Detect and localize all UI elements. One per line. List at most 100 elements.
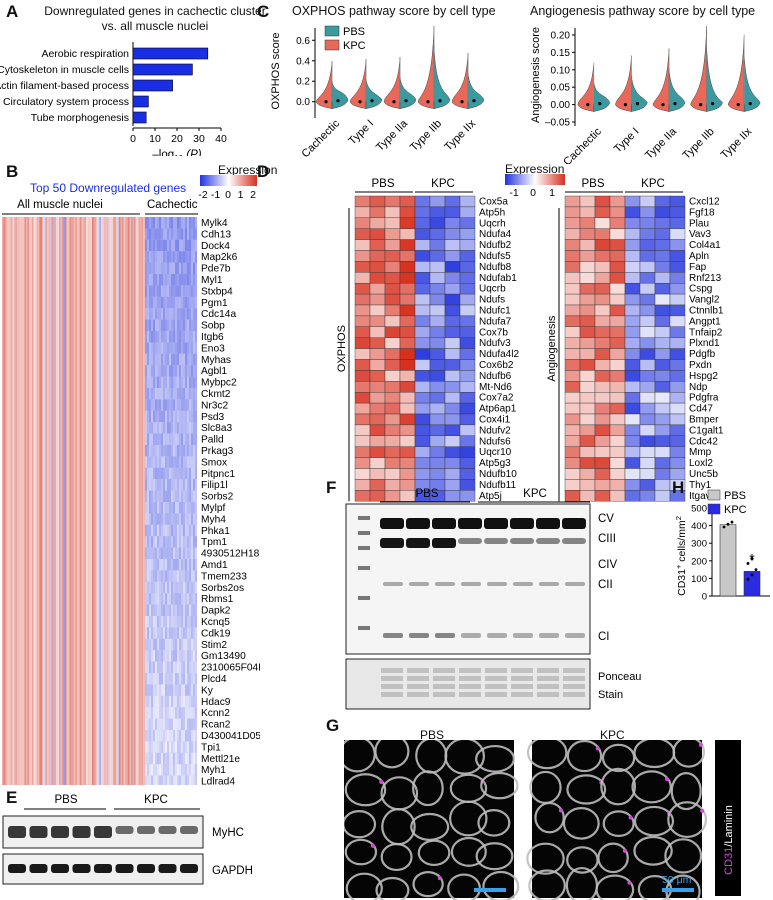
panel-b-heatmap-cell [169,775,171,785]
panel-b-gene-label: Cdh13 [201,229,231,240]
panel-b-heatmap-cell [149,296,151,309]
panel-b-heatmap-cell [151,604,153,616]
panel-b-heatmap-cell [165,684,167,696]
panel-b-heatmap-cell [183,376,185,388]
panel-b-heatmap-cell [179,456,181,468]
panel-b-heatmap-cell [187,251,189,263]
panel-d-oxphos-cell [444,381,461,393]
panel-b-heatmap-cell [181,524,183,537]
panel-b-heatmap-cell [183,433,185,445]
panel-d-oxphos-cell [399,217,416,229]
panel-c-right-median-pbs [598,101,602,106]
panel-b-heatmap-cell [169,764,171,776]
panel-b-heatmap-cell [161,228,163,240]
panel-b-heatmap-cell [169,251,171,263]
panel-b-heatmap-cell [157,262,159,274]
panel-b-heatmap-cell [149,627,151,639]
panel-b-heatmap-cell [165,627,167,639]
panel-b-heatmap-cell [145,627,147,639]
panel-b-heatmap-cell [159,274,161,286]
panel-d-oxphos-cell [384,261,401,273]
panel-c-left-median-pbs [370,99,374,103]
panel-d-oxphos-gene-label: Ndufb10 [479,469,517,480]
panel-b-heatmap-cell [159,524,161,537]
panel-b-heatmap-cell [183,502,185,514]
panel-d-angio-cell [639,446,656,458]
panel-d-angio-gene-label: Cd47 [689,404,713,415]
panel-d-angio-cell [669,337,686,349]
panel-d-oxphos-cell [384,468,401,480]
panel-b-heatmap-cell [181,513,183,525]
panel-h-tick-label: 300 [691,539,707,550]
panel-d-angio-cell [669,402,686,415]
panel-b-heatmap-cell [161,274,163,286]
panel-b-heatmap-cell [153,285,155,297]
panel-f-ponceau-band [459,676,481,681]
panel-c-right-median-kpc [736,102,740,107]
panel-a-category-label: Actin filament-based process [0,80,129,92]
panel-b-heatmap-cell [171,445,173,457]
panel-b-heatmap-cell [149,604,151,616]
panel-b-heatmap-cell [173,547,175,559]
panel-b-heatmap-stripe [26,217,28,785]
panel-d-oxphos-cell [459,217,476,229]
panel-d-angio-cell [579,381,596,393]
panel-h-point [754,568,758,571]
panel-d-angio-gene-label: Cdc42 [689,436,718,447]
panel-b-heatmap-cell [163,581,165,594]
panel-b-heatmap-cell [165,638,167,651]
panel-b-heatmap-cell [181,764,183,776]
panel-d-oxphos-cell [384,348,401,360]
panel-b-heatmap-cell [159,422,161,434]
panel-b-heatmap-cell [189,673,191,685]
panel-b-heatmap-cell [163,616,165,628]
panel-b-heatmap-cell [171,342,173,354]
panel-b-heatmap-cell [181,399,183,411]
panel-c-legend-label: PBS [343,26,365,38]
panel-b-heatmap-cell [155,707,157,719]
panel-b-heatmap-cell [189,433,191,445]
panel-b-heatmap-cell [171,365,173,377]
panel-b-heatmap-cell [157,741,159,753]
panel-b-heatmap-cell [175,251,177,263]
panel-b-heatmap-stripe [27,217,29,785]
panel-b-heatmap-cell [171,251,173,263]
panel-d-angio-cell [624,402,641,415]
panel-b-heatmap-cell [153,319,155,331]
panel-b-heatmap-stripe [117,217,119,785]
panel-d-angio-cell [624,293,641,306]
panel-d-oxphos-cell [369,435,386,447]
panel-d-angio-cell [624,391,641,404]
panel-b-heatmap-cell [189,353,191,366]
panel-c-right-violin-pbs [743,54,761,112]
panel-b-heatmap-cell [175,707,177,719]
panel-a-category-label: Aerobic respiration [41,48,129,60]
panel-d-angio-cell [609,261,626,273]
panel-f-band-cii [565,582,585,586]
panel-b-heatmap-cell [187,707,189,719]
panel-d-angio-gene-label: Itgav [689,491,711,502]
panel-d-oxphos-group-pbs-label: PBS [371,178,394,190]
panel-b-heatmap-cell [187,593,189,605]
panel-f-ponceau-band [433,692,455,697]
panel-b-heatmap-cell [149,570,151,582]
panel-b-heatmap-cell [175,730,177,742]
panel-b-heatmap-stripe [30,217,32,785]
panel-b-heatmap-cell [179,376,181,388]
panel-d-oxphos-cell [354,293,371,306]
panel-b-heatmap-cell [189,764,191,776]
panel-d-angio-gene-label: Plau [689,218,709,229]
panel-b-heatmap-stripe [111,217,113,785]
panel-b-heatmap-cell [191,752,193,765]
panel-b-gene-label: 4930512H18Rik [201,549,260,560]
panel-d-oxphos-cell [429,424,446,436]
panel-b-heatmap-cell [165,570,167,582]
panel-b-heatmap-cell [147,410,149,423]
panel-b-heatmap-cell [149,764,151,776]
panel-b-heatmap-cell [191,308,193,320]
panel-c-left-violin-pbs [433,45,451,110]
panel-b-heatmap-cell [167,262,169,274]
panel-f-band-cv [380,518,404,529]
panel-label-e: E [6,788,18,807]
panel-b-heatmap-cell [161,707,163,719]
